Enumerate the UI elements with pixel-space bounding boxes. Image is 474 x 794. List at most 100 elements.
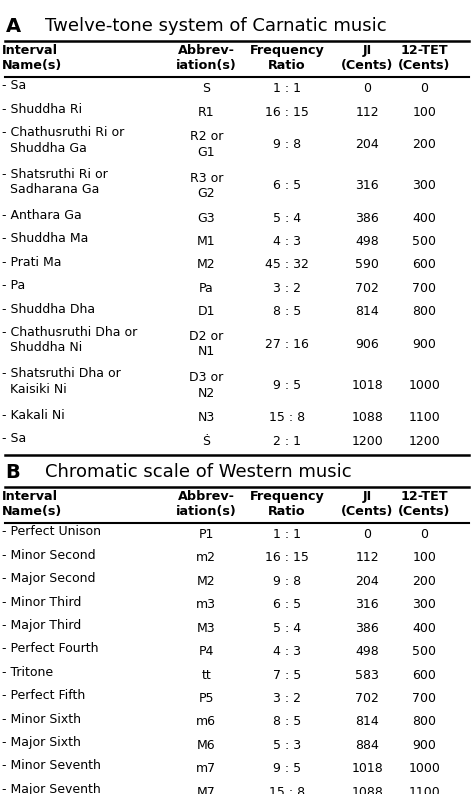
Text: 27 : 16: 27 : 16 bbox=[265, 337, 309, 351]
Text: 583: 583 bbox=[356, 669, 379, 681]
Text: 500: 500 bbox=[412, 235, 436, 248]
Text: - Pa: - Pa bbox=[2, 279, 26, 292]
Text: - Sa: - Sa bbox=[2, 79, 27, 92]
Text: 1018: 1018 bbox=[352, 762, 383, 775]
Text: - Shuddha Ri: - Shuddha Ri bbox=[2, 103, 82, 116]
Text: 1100: 1100 bbox=[409, 786, 440, 794]
Text: 300: 300 bbox=[412, 599, 436, 611]
Text: 204: 204 bbox=[356, 138, 379, 151]
Text: 7 : 5: 7 : 5 bbox=[273, 669, 301, 681]
Text: - Chathusruthi Dha or
  Shuddha Ni: - Chathusruthi Dha or Shuddha Ni bbox=[2, 326, 137, 354]
Text: Ṡ: Ṡ bbox=[202, 435, 210, 448]
Text: 16 : 15: 16 : 15 bbox=[265, 106, 309, 118]
Text: - Minor Third: - Minor Third bbox=[2, 596, 82, 608]
Text: 386: 386 bbox=[356, 212, 379, 225]
Text: Pa: Pa bbox=[199, 282, 214, 295]
Text: P5: P5 bbox=[199, 692, 214, 705]
Text: 5 : 4: 5 : 4 bbox=[273, 212, 301, 225]
Text: - Perfect Unison: - Perfect Unison bbox=[2, 526, 101, 538]
Text: 600: 600 bbox=[412, 669, 436, 681]
Text: - Major Second: - Major Second bbox=[2, 572, 96, 585]
Text: S: S bbox=[202, 83, 210, 95]
Text: - Major Third: - Major Third bbox=[2, 619, 82, 632]
Text: Twelve-tone system of Carnatic music: Twelve-tone system of Carnatic music bbox=[45, 17, 387, 36]
Text: R1: R1 bbox=[198, 106, 215, 118]
Text: 0: 0 bbox=[420, 83, 428, 95]
Text: 5 : 4: 5 : 4 bbox=[273, 622, 301, 634]
Text: 1200: 1200 bbox=[352, 435, 383, 448]
Text: 700: 700 bbox=[412, 692, 436, 705]
Text: 4 : 3: 4 : 3 bbox=[273, 235, 301, 248]
Text: - Minor Second: - Minor Second bbox=[2, 549, 96, 561]
Text: 1 : 1: 1 : 1 bbox=[273, 83, 301, 95]
Text: - Shuddha Dha: - Shuddha Dha bbox=[2, 303, 95, 315]
Text: 400: 400 bbox=[412, 212, 436, 225]
Text: 200: 200 bbox=[412, 138, 436, 151]
Text: M2: M2 bbox=[197, 259, 216, 272]
Text: 316: 316 bbox=[356, 599, 379, 611]
Text: 12-TET
(Cents): 12-TET (Cents) bbox=[398, 44, 450, 72]
Text: 906: 906 bbox=[356, 337, 379, 351]
Text: 1088: 1088 bbox=[351, 411, 383, 424]
Text: 0: 0 bbox=[364, 528, 371, 541]
Text: 1000: 1000 bbox=[408, 379, 440, 392]
Text: M2: M2 bbox=[197, 575, 216, 588]
Text: - Sa: - Sa bbox=[2, 432, 27, 445]
Text: - Tritone: - Tritone bbox=[2, 665, 54, 679]
Text: Abbrev-
iation(s): Abbrev- iation(s) bbox=[176, 489, 237, 518]
Text: - Prati Ma: - Prati Ma bbox=[2, 256, 62, 268]
Text: M1: M1 bbox=[197, 235, 216, 248]
Text: A: A bbox=[6, 17, 21, 37]
Text: 15 : 8: 15 : 8 bbox=[269, 411, 305, 424]
Text: 8 : 5: 8 : 5 bbox=[273, 715, 301, 728]
Text: m6: m6 bbox=[196, 715, 216, 728]
Text: 814: 814 bbox=[356, 715, 379, 728]
Text: Frequency
Ratio: Frequency Ratio bbox=[249, 489, 324, 518]
Text: 204: 204 bbox=[356, 575, 379, 588]
Text: 9 : 5: 9 : 5 bbox=[273, 379, 301, 392]
Text: Interval
Name(s): Interval Name(s) bbox=[2, 489, 63, 518]
Text: 0: 0 bbox=[364, 83, 371, 95]
Text: 1000: 1000 bbox=[408, 762, 440, 775]
Text: - Perfect Fifth: - Perfect Fifth bbox=[2, 689, 86, 702]
Text: P4: P4 bbox=[199, 646, 214, 658]
Text: 400: 400 bbox=[412, 622, 436, 634]
Text: 498: 498 bbox=[356, 235, 379, 248]
Text: 15 : 8: 15 : 8 bbox=[269, 786, 305, 794]
Text: - Major Sixth: - Major Sixth bbox=[2, 736, 81, 749]
Text: 700: 700 bbox=[412, 282, 436, 295]
Text: 9 : 8: 9 : 8 bbox=[273, 575, 301, 588]
Text: M6: M6 bbox=[197, 739, 216, 752]
Text: - Chathusruthi Ri or
  Shuddha Ga: - Chathusruthi Ri or Shuddha Ga bbox=[2, 126, 125, 155]
Text: 100: 100 bbox=[412, 106, 436, 118]
Text: - Perfect Fourth: - Perfect Fourth bbox=[2, 642, 99, 655]
Text: D1: D1 bbox=[198, 306, 215, 318]
Text: 600: 600 bbox=[412, 259, 436, 272]
Text: 112: 112 bbox=[356, 106, 379, 118]
Text: 800: 800 bbox=[412, 715, 436, 728]
Text: 800: 800 bbox=[412, 306, 436, 318]
Text: 590: 590 bbox=[356, 259, 379, 272]
Text: - Shuddha Ma: - Shuddha Ma bbox=[2, 233, 89, 245]
Text: D3 or
N2: D3 or N2 bbox=[189, 372, 223, 399]
Text: - Kakali Ni: - Kakali Ni bbox=[2, 409, 65, 422]
Text: G3: G3 bbox=[197, 212, 215, 225]
Text: JI
(Cents): JI (Cents) bbox=[341, 489, 393, 518]
Text: 16 : 15: 16 : 15 bbox=[265, 552, 309, 565]
Text: 702: 702 bbox=[356, 282, 379, 295]
Text: 12-TET
(Cents): 12-TET (Cents) bbox=[398, 489, 450, 518]
Text: M7: M7 bbox=[197, 786, 216, 794]
Text: 702: 702 bbox=[356, 692, 379, 705]
Text: 100: 100 bbox=[412, 552, 436, 565]
Text: JI
(Cents): JI (Cents) bbox=[341, 44, 393, 72]
Text: - Shatsruthi Ri or
  Sadharana Ga: - Shatsruthi Ri or Sadharana Ga bbox=[2, 168, 108, 196]
Text: Interval
Name(s): Interval Name(s) bbox=[2, 44, 63, 72]
Text: 5 : 3: 5 : 3 bbox=[273, 739, 301, 752]
Text: - Minor Sixth: - Minor Sixth bbox=[2, 713, 82, 726]
Text: - Major Seventh: - Major Seventh bbox=[2, 783, 101, 794]
Text: - Minor Seventh: - Minor Seventh bbox=[2, 759, 101, 773]
Text: 900: 900 bbox=[412, 739, 436, 752]
Text: 1088: 1088 bbox=[351, 786, 383, 794]
Text: 1018: 1018 bbox=[352, 379, 383, 392]
Text: 498: 498 bbox=[356, 646, 379, 658]
